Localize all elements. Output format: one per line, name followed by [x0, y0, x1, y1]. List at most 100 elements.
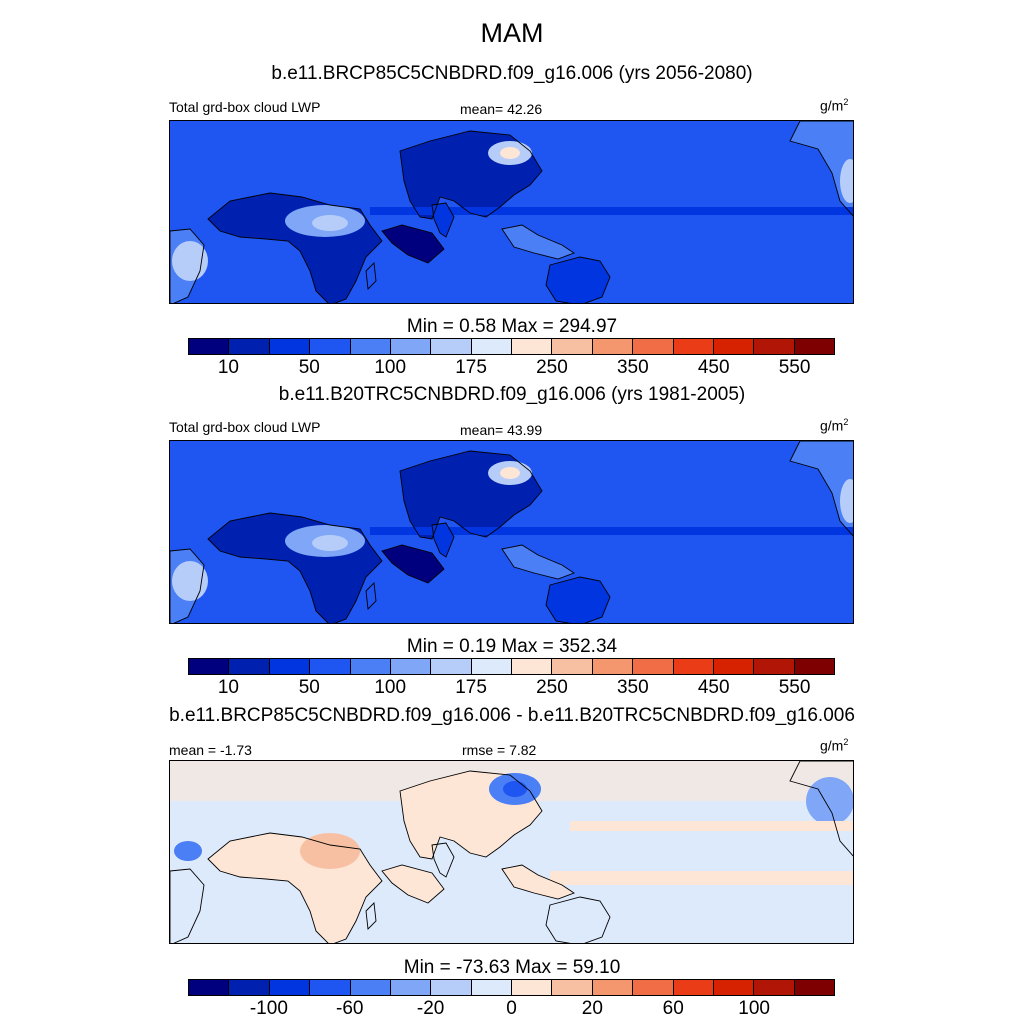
panel-3-rmse-label: rmse = 7.82	[462, 742, 537, 758]
colorbar-swatch	[754, 659, 795, 674]
pacific-warm-band	[570, 821, 853, 831]
colorbar-tick-label: 50	[298, 357, 320, 378]
arabia-coastline	[381, 864, 445, 904]
panel-1-subtitle: b.e11.BRCP85C5CNBDRD.f09_g16.006 (yrs 20…	[271, 63, 753, 84]
colorbar-swatch	[269, 659, 311, 674]
colorbar-swatch	[512, 980, 553, 995]
colorbar-swatch	[754, 339, 795, 354]
namerica-coastline	[789, 441, 853, 537]
north-america-negative-anomaly	[806, 777, 853, 825]
india-coastline	[431, 842, 455, 878]
colorbar-swatch	[229, 659, 270, 674]
africa-coastline	[207, 192, 383, 303]
colorbar-tick-label: 250	[536, 677, 568, 698]
australia-coastline	[545, 256, 611, 303]
colorbar-swatch	[633, 339, 674, 354]
panel-3-subtitle: b.e11.BRCP85C5CNBDRD.f09_g16.006 - b.e11…	[169, 705, 855, 726]
colorbar-swatch	[713, 659, 755, 674]
colorbar-swatch	[310, 980, 351, 995]
colorbar-swatch	[592, 339, 634, 354]
panel-3-map	[169, 760, 854, 944]
colorbar-swatch	[390, 339, 432, 354]
colorbar-tick-label: 350	[616, 357, 649, 378]
colorbar-swatch	[512, 339, 553, 354]
colorbar-tick-label: 10	[217, 357, 240, 378]
panel-1-colorbar	[188, 338, 835, 355]
colorbar-swatch	[673, 659, 714, 674]
colorbar-swatch	[713, 980, 755, 995]
colorbar-swatch	[189, 339, 230, 354]
namerica-coastline	[789, 121, 853, 217]
colorbar-tick-label: 550	[778, 677, 811, 698]
panel-1-minmax: Min = 0.58 Max = 294.97	[406, 316, 618, 337]
colorbar-swatch	[390, 659, 432, 674]
colorbar-swatch	[431, 659, 472, 674]
colorbar-swatch	[794, 339, 834, 354]
australia-coastline	[545, 896, 611, 943]
colorbar-tick-label: 350	[616, 677, 649, 698]
africa-coastline	[207, 832, 383, 943]
australia-landmass	[546, 577, 610, 623]
panel-2-map	[169, 440, 854, 624]
maritime-continent	[502, 225, 574, 259]
colorbar-swatch	[229, 980, 270, 995]
panel-3-units: g/m2	[820, 737, 849, 754]
india-coastline	[431, 202, 455, 238]
sea-coastline	[501, 224, 575, 260]
arabia-landmass	[382, 545, 444, 583]
colorbar-swatch	[269, 339, 311, 354]
panel-3-colorbar	[188, 979, 835, 996]
panel-2-minmax: Min = 0.19 Max = 352.34	[406, 636, 618, 657]
colorbar-tick-label: 60	[662, 998, 684, 1019]
colorbar-tick-label: 175	[455, 677, 487, 698]
colorbar-tick-label: 175	[455, 357, 487, 378]
panel-3-mean-label: mean = -1.73	[169, 742, 252, 758]
colorbar-swatch	[189, 980, 230, 995]
panel-2-subtitle: b.e11.B20TRC5CNBDRD.f09_g16.006 (yrs 198…	[278, 384, 746, 405]
colorbar-swatch	[512, 659, 553, 674]
namerica-coastline	[789, 761, 853, 857]
asia-coastline	[399, 770, 543, 860]
maritime-continent	[502, 865, 574, 899]
samerica-coastline	[170, 228, 205, 303]
australia-landmass	[546, 257, 610, 303]
colorbar-swatch	[471, 980, 512, 995]
arabia-coastline	[381, 544, 445, 584]
colorbar-swatch	[350, 980, 391, 995]
africa-coastline	[207, 512, 383, 623]
asia-coastline	[399, 450, 543, 540]
panel-3-minmax: Min = -73.63 Max = 59.10	[403, 957, 621, 978]
colorbar-swatch	[794, 980, 834, 995]
colorbar-swatch	[390, 980, 432, 995]
colorbar-swatch	[350, 339, 391, 354]
colorbar-swatch	[310, 339, 351, 354]
asia-coastline	[399, 130, 543, 220]
colorbar-tick-label: 20	[581, 998, 603, 1019]
colorbar-swatch	[310, 659, 351, 674]
arabia-landmass	[382, 225, 444, 263]
east-asia-strong-negative	[503, 781, 527, 797]
panel-1-map	[169, 120, 854, 304]
colorbar-swatch	[794, 659, 834, 674]
colorbar-swatch	[189, 659, 230, 674]
central-africa-peak-region	[312, 535, 348, 551]
colorbar-tick-label: -20	[416, 998, 445, 1019]
colorbar-swatch	[673, 980, 714, 995]
north-america-cloud-region	[840, 159, 853, 203]
colorbar-swatch	[713, 339, 755, 354]
colorbar-tick-label: 450	[697, 677, 730, 698]
colorbar-swatch	[431, 339, 472, 354]
sea-coastline	[501, 544, 575, 580]
colorbar-swatch	[229, 339, 270, 354]
panel-1-units: g/m2	[820, 97, 849, 114]
east-asia-peak-region	[500, 147, 520, 159]
colorbar-swatch	[471, 339, 512, 354]
central-africa-peak-region	[312, 215, 348, 231]
itcz-band	[370, 207, 853, 215]
india-coastline	[431, 522, 455, 558]
colorbar-tick-label: 100	[374, 677, 407, 698]
madagascar-coastline	[365, 582, 377, 610]
colorbar-swatch	[350, 659, 391, 674]
sea-coastline	[501, 864, 575, 900]
south-america-cloud-region	[172, 241, 208, 281]
